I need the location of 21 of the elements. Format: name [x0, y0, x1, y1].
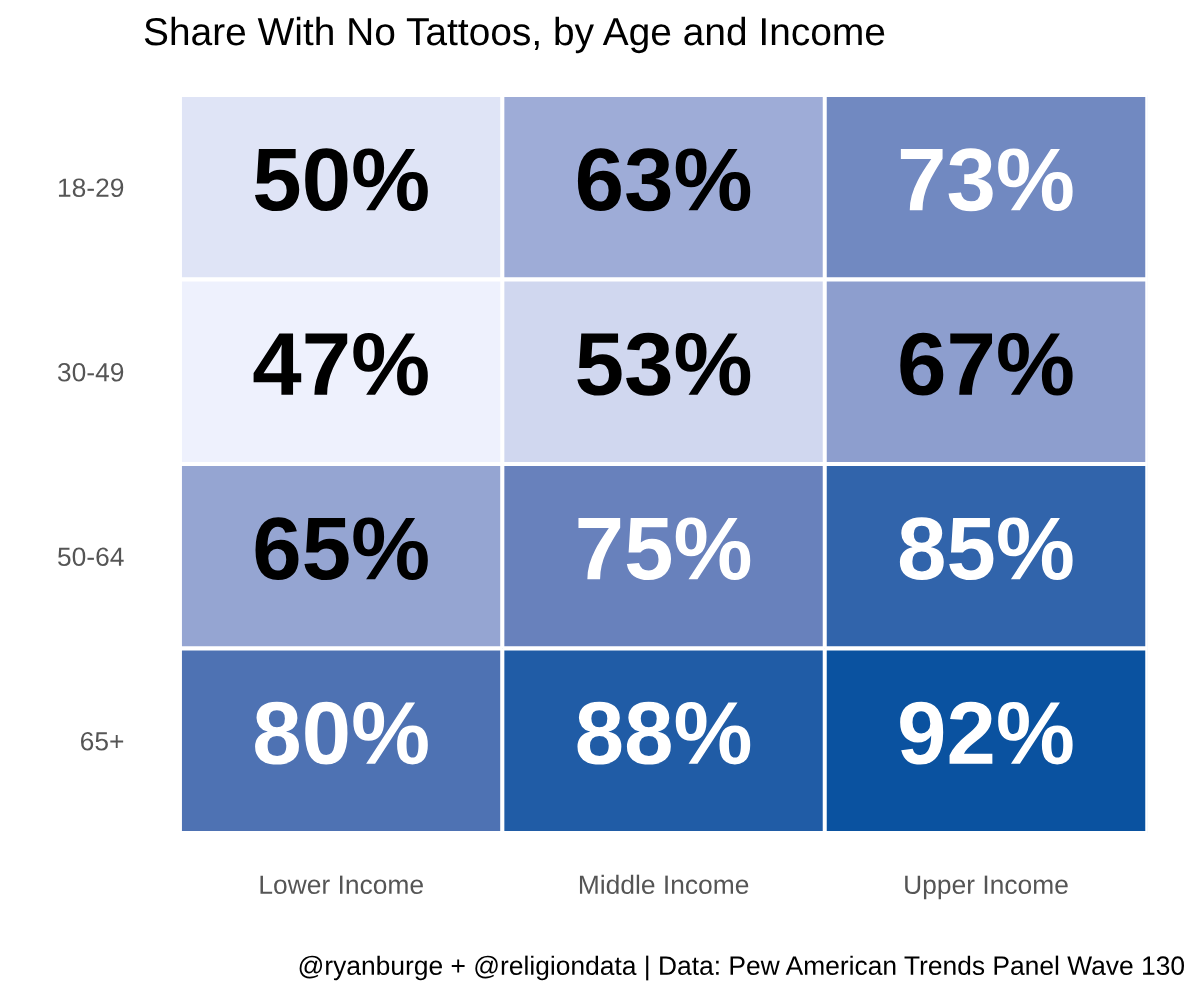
y-tick-label: 65+	[81, 731, 124, 751]
y-tick-label: 18-29	[58, 178, 124, 198]
data-label: 73%	[900, 148, 1073, 212]
data-label: 63%	[577, 148, 751, 212]
data-label: 88%	[577, 701, 751, 765]
data-label: 50%	[254, 148, 428, 212]
y-tick-label: 50-64	[58, 547, 124, 567]
data-label: 47%	[253, 332, 428, 396]
data-label: 67%	[900, 332, 1073, 396]
data-label: 92%	[900, 701, 1073, 765]
data-label: 75%	[578, 517, 751, 581]
chart-title: Share With No Tattoos, by Age and Income	[144, 16, 885, 54]
data-label: 53%	[577, 332, 751, 396]
x-tick-label: Middle Income	[579, 874, 749, 895]
data-label: 80%	[255, 701, 428, 765]
x-tick-label: Lower Income	[260, 875, 423, 895]
x-tick-label: Upper Income	[905, 875, 1068, 900]
data-label: 65%	[255, 517, 428, 581]
data-label: 85%	[899, 517, 1073, 581]
text: @ryanburge + @religiondata | Data: Pew American Trends Panel Wave 130	[299, 955, 1185, 981]
y-tick-label: 30-49	[57, 362, 124, 382]
